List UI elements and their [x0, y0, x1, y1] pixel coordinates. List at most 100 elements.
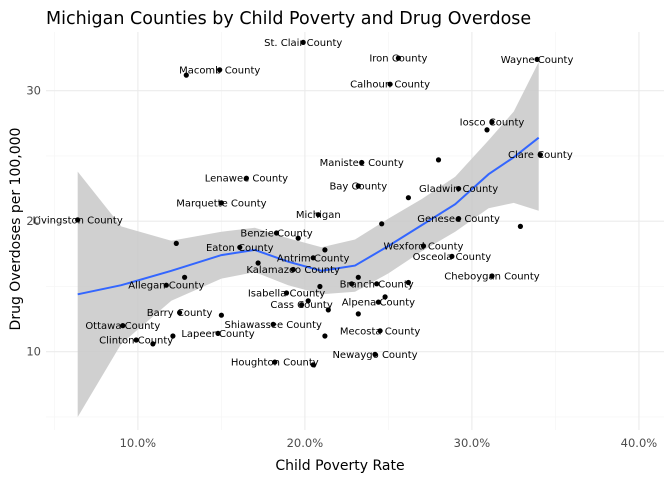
point-label: Lapeer County — [181, 329, 254, 340]
data-point — [163, 282, 169, 288]
point-label: Newaygo County — [332, 350, 417, 361]
data-point — [484, 127, 490, 133]
data-point — [456, 186, 462, 192]
data-point — [310, 362, 316, 368]
point-label: Barry County — [147, 308, 213, 319]
x-axis-title: Child Poverty Rate — [275, 458, 404, 474]
data-point — [317, 283, 323, 290]
point-label: Houghton County — [231, 358, 319, 369]
data-point — [355, 274, 361, 280]
data-point — [255, 260, 261, 266]
data-point — [173, 240, 179, 246]
trend-line-path — [77, 136, 540, 296]
point-label: Marquette County — [176, 198, 266, 209]
data-point — [537, 152, 544, 158]
x-tick-label: 10.0% — [120, 436, 157, 450]
data-point — [270, 321, 276, 327]
point-label: Ottawa County — [85, 321, 160, 332]
data-point — [377, 328, 383, 334]
data-points — [75, 39, 544, 368]
point-label: St. Clair County — [264, 38, 342, 49]
point-label: Bay County — [329, 182, 387, 193]
data-point — [435, 157, 442, 163]
y-tick-label: 30 — [26, 84, 41, 98]
data-point — [449, 253, 455, 259]
data-point — [272, 359, 278, 365]
data-point — [374, 281, 380, 287]
x-tick-label: 20.0% — [287, 436, 324, 450]
point-label: Cheboygan County — [444, 272, 540, 283]
point-label: Gladwin County — [419, 184, 498, 195]
data-point — [305, 298, 311, 304]
point-label: Allegan County — [128, 281, 204, 292]
y-tick-label: 20 — [26, 214, 41, 228]
data-point — [177, 310, 183, 316]
point-label: Cass County — [270, 300, 332, 311]
point-label: Kalamazoo County — [246, 265, 340, 276]
data-point — [355, 183, 361, 189]
data-point — [290, 266, 296, 273]
data-point — [170, 333, 176, 339]
point-label: Calhoun County — [350, 80, 430, 91]
data-point — [372, 351, 378, 357]
data-point — [75, 217, 81, 223]
data-point — [517, 223, 524, 229]
data-point — [215, 330, 221, 336]
data-point — [395, 55, 401, 61]
point-label: Iron County — [369, 54, 427, 65]
data-point — [133, 337, 139, 343]
point-labels: St. Clair County Iron County Wayne County M… — [33, 38, 574, 369]
data-point — [489, 119, 495, 125]
chart-title: Michigan Counties by Child Poverty and D… — [46, 9, 531, 29]
data-point — [218, 312, 224, 318]
grid-major — [46, 32, 664, 430]
data-point — [489, 273, 495, 279]
data-point — [218, 200, 224, 206]
y-tick-label: 10 — [26, 345, 41, 359]
x-tick-label: 40.0% — [621, 436, 658, 450]
data-point — [534, 56, 540, 63]
point-label: Benzie County — [240, 229, 312, 240]
data-point — [217, 67, 223, 73]
data-point — [183, 72, 189, 78]
data-point — [120, 323, 126, 329]
point-label: Michigan — [296, 210, 341, 221]
trend-line — [77, 136, 540, 296]
x-tick-label: 30.0% — [454, 436, 491, 450]
x-tick-labels: 10.0% 20.0% 30.0% 40.0% — [120, 436, 658, 450]
point-label: Clare County — [508, 150, 573, 161]
data-point — [283, 290, 290, 296]
data-point — [322, 333, 328, 339]
point-label: Wexford County — [384, 242, 464, 253]
data-point — [355, 311, 361, 317]
data-point — [325, 307, 331, 313]
point-label: Eaton County — [206, 243, 274, 254]
point-label: Clinton County — [99, 336, 173, 347]
data-point — [359, 159, 365, 166]
point-label: Manistee County — [320, 158, 404, 169]
data-point — [405, 279, 411, 286]
data-point — [456, 216, 462, 222]
y-tick-labels: 10 20 30 — [26, 84, 41, 359]
data-point — [299, 302, 305, 308]
point-label: Alpena County — [342, 298, 415, 309]
data-point — [243, 175, 249, 181]
point-label: Lenawee County — [205, 174, 288, 185]
data-point — [387, 81, 393, 87]
data-point — [300, 39, 306, 46]
data-point — [182, 274, 188, 280]
data-point — [382, 294, 388, 300]
point-label: Mecosta County — [340, 326, 421, 337]
data-point — [405, 195, 411, 201]
data-point — [349, 281, 355, 287]
data-point — [375, 299, 381, 305]
data-point — [315, 212, 321, 218]
point-label: Macomb County — [179, 65, 260, 76]
point-label: Wayne County — [501, 55, 574, 66]
point-label: Antrim County — [277, 253, 350, 264]
point-label: Branch County — [340, 279, 414, 290]
point-label: Osceola County — [413, 252, 492, 263]
point-label: Isabella County — [248, 289, 325, 300]
data-point — [273, 230, 280, 236]
